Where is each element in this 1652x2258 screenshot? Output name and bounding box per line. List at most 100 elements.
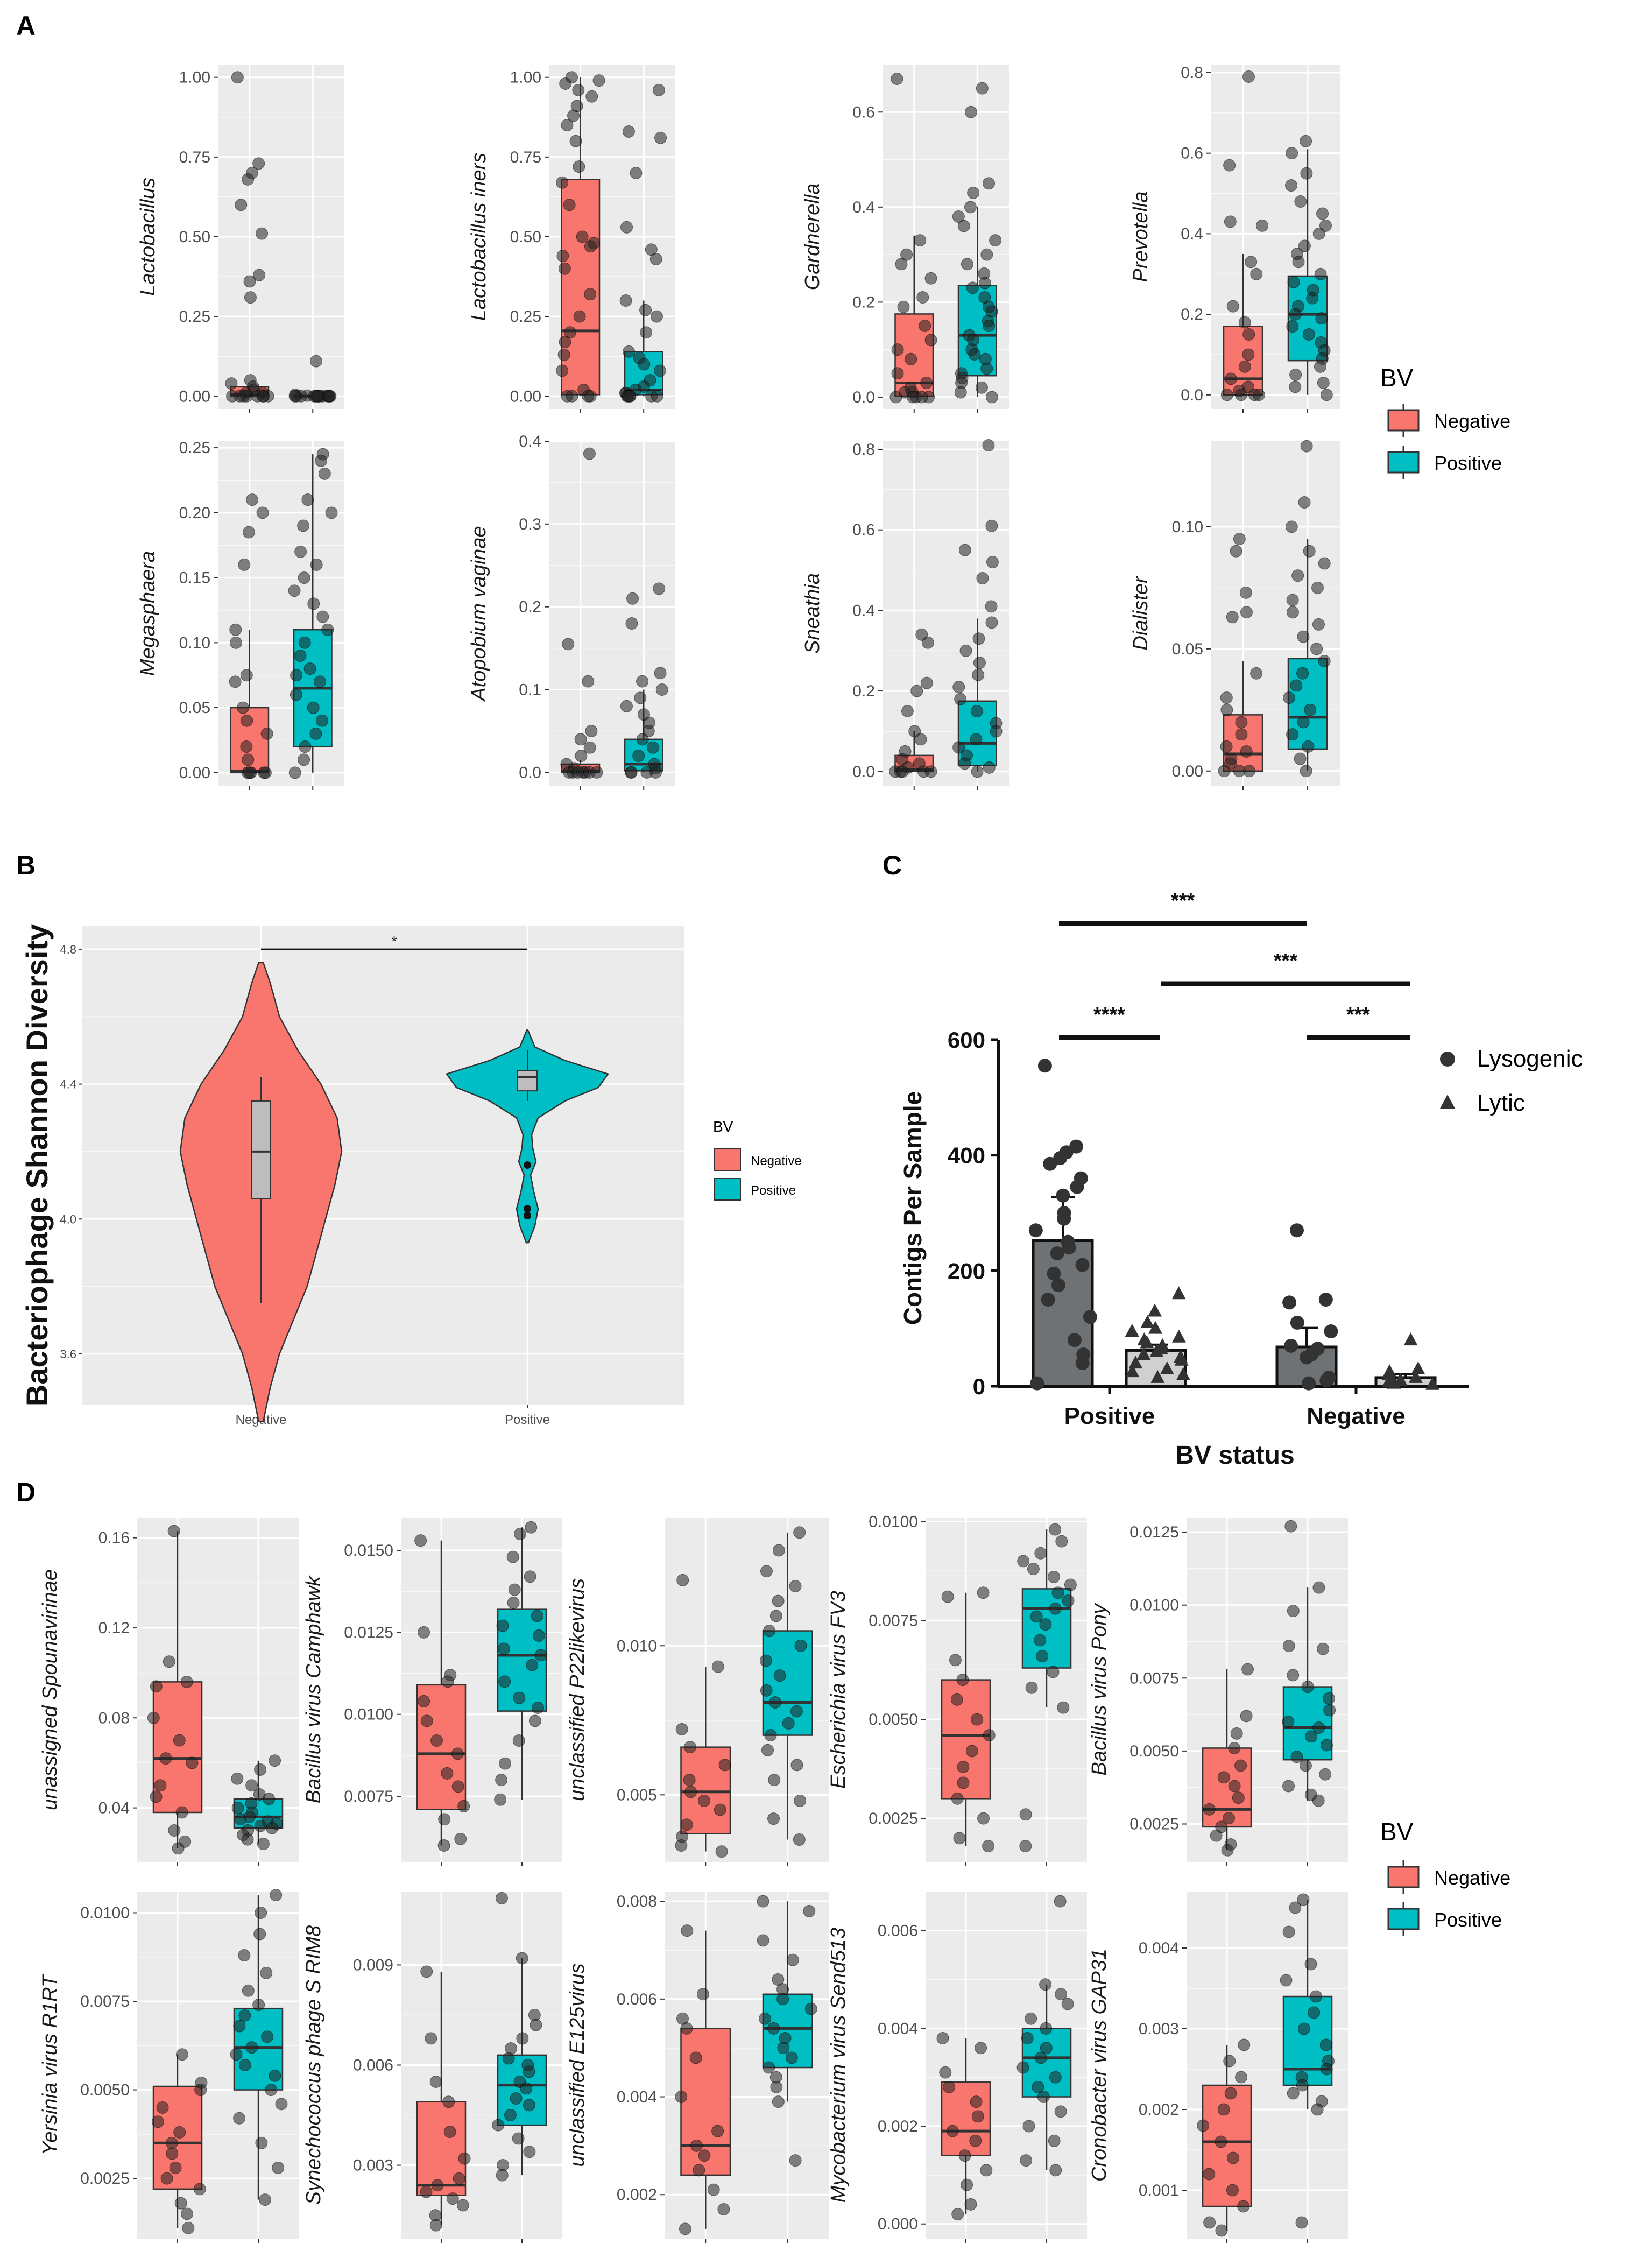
y-axis-label: Atopobium vaginae	[468, 526, 490, 702]
data-point	[499, 1757, 512, 1770]
data-point	[242, 1984, 255, 1997]
data-point	[523, 2065, 535, 2078]
data-point	[646, 741, 659, 754]
data-point	[757, 1934, 769, 1947]
data-point	[1203, 1803, 1216, 1816]
data-point	[418, 1695, 430, 1707]
data-point	[309, 727, 322, 740]
y-axis-label: Escherichia virus FV3	[827, 1591, 850, 1788]
data-point	[231, 1772, 244, 1785]
y-tick-label: 0.75	[179, 149, 210, 166]
data-point	[1226, 300, 1239, 313]
data-point	[563, 326, 576, 339]
data-point	[916, 291, 929, 304]
data-point	[622, 125, 635, 138]
data-point	[983, 1729, 996, 1742]
data-point	[946, 2125, 959, 2137]
data-point	[790, 1705, 803, 1718]
data-point	[425, 2032, 437, 2045]
data-point	[237, 701, 250, 714]
y-axis-label: Bacteriophage Shannon Diversity	[20, 924, 54, 1406]
data-point	[504, 2109, 517, 2122]
data-point	[1218, 765, 1231, 778]
data-point	[1215, 2135, 1227, 2148]
data-point	[1221, 1844, 1234, 1857]
data-point	[891, 343, 904, 356]
data-point	[520, 2082, 533, 2095]
data-point	[794, 1794, 807, 1807]
data-point	[298, 636, 311, 649]
data-point	[1300, 135, 1312, 147]
data-point	[1228, 1780, 1241, 1793]
lysogenic-point	[1041, 1293, 1055, 1307]
data-point	[772, 2095, 785, 2108]
data-point	[760, 1565, 773, 1578]
data-point	[985, 519, 998, 532]
legend-c-lysogenic-marker	[1440, 1052, 1455, 1067]
y-tick-label: 0.2	[1181, 306, 1203, 323]
data-point	[1289, 380, 1302, 393]
data-point	[441, 1767, 454, 1780]
y-tick-label: 4.4	[60, 1078, 76, 1091]
y-tick-label: 600	[948, 1027, 985, 1053]
data-point	[572, 83, 585, 96]
data-point	[269, 2069, 281, 2082]
data-point	[1310, 1990, 1323, 2003]
box-panel: 0.005 0.010 unclassified P22likevirus	[566, 1518, 829, 1866]
box-panel: 0.001 0.002 0.003 0.004 Cronobacter virus GA…	[1088, 1892, 1348, 2243]
data-point	[513, 1691, 526, 1704]
data-point	[971, 2110, 984, 2123]
y-tick-label: 0.0100	[1129, 1597, 1179, 1614]
data-point	[592, 74, 605, 87]
data-point	[1217, 1771, 1230, 1784]
y-axis-label: Dialister	[1129, 576, 1152, 651]
data-point	[951, 1792, 964, 1805]
data-point	[1220, 740, 1233, 753]
data-point	[924, 334, 937, 347]
data-point	[252, 157, 265, 170]
y-tick-label: 0.006	[353, 2057, 393, 2074]
y-tick-label: 4.0	[60, 1212, 76, 1226]
y-tick-label: 0.0100	[344, 1706, 393, 1724]
data-point	[768, 1774, 781, 1787]
data-point	[964, 201, 977, 214]
y-axis-label: Sneathia	[801, 573, 824, 654]
data-point	[310, 355, 323, 368]
data-point	[1245, 256, 1258, 269]
data-point	[1297, 2022, 1310, 2035]
data-point	[254, 1763, 267, 1776]
y-axis-label: Lactobacillus iners	[468, 153, 490, 321]
data-point	[980, 248, 993, 261]
data-point	[257, 1838, 270, 1851]
y-tick-label: 0.006	[878, 1922, 918, 1940]
data-point	[169, 2161, 182, 2174]
data-point	[246, 493, 259, 506]
legend-c-lytic-marker	[1440, 1095, 1455, 1109]
data-point	[1223, 1812, 1236, 1825]
data-point	[174, 2197, 187, 2210]
significance-label: ****	[1093, 1004, 1125, 1026]
data-point	[959, 644, 972, 657]
data-point	[243, 766, 256, 779]
data-point	[1021, 2032, 1034, 2045]
data-point	[172, 1842, 185, 1855]
data-point	[1282, 1716, 1295, 1728]
data-point	[782, 1717, 795, 1730]
data-point	[970, 2095, 983, 2108]
y-tick-label: 0.2	[852, 682, 875, 700]
data-point	[924, 272, 937, 285]
data-point	[531, 1610, 543, 1622]
data-point	[244, 291, 257, 304]
plots-layer: 0.000.250.500.751.00Lactobacillus0.000.2…	[20, 64, 1469, 2243]
data-point	[310, 558, 323, 571]
data-point	[290, 669, 303, 682]
data-point	[1308, 2006, 1321, 2019]
lysogenic-point	[1075, 1356, 1090, 1371]
data-point	[1297, 1893, 1310, 1906]
legend-b-positive-label: Positive	[751, 1183, 796, 1198]
data-point	[453, 2172, 465, 2185]
data-point	[556, 364, 569, 377]
data-point	[1203, 2168, 1216, 2181]
data-point	[561, 119, 574, 132]
y-axis-label: Mycobacterium virus Send513	[827, 1928, 850, 2203]
